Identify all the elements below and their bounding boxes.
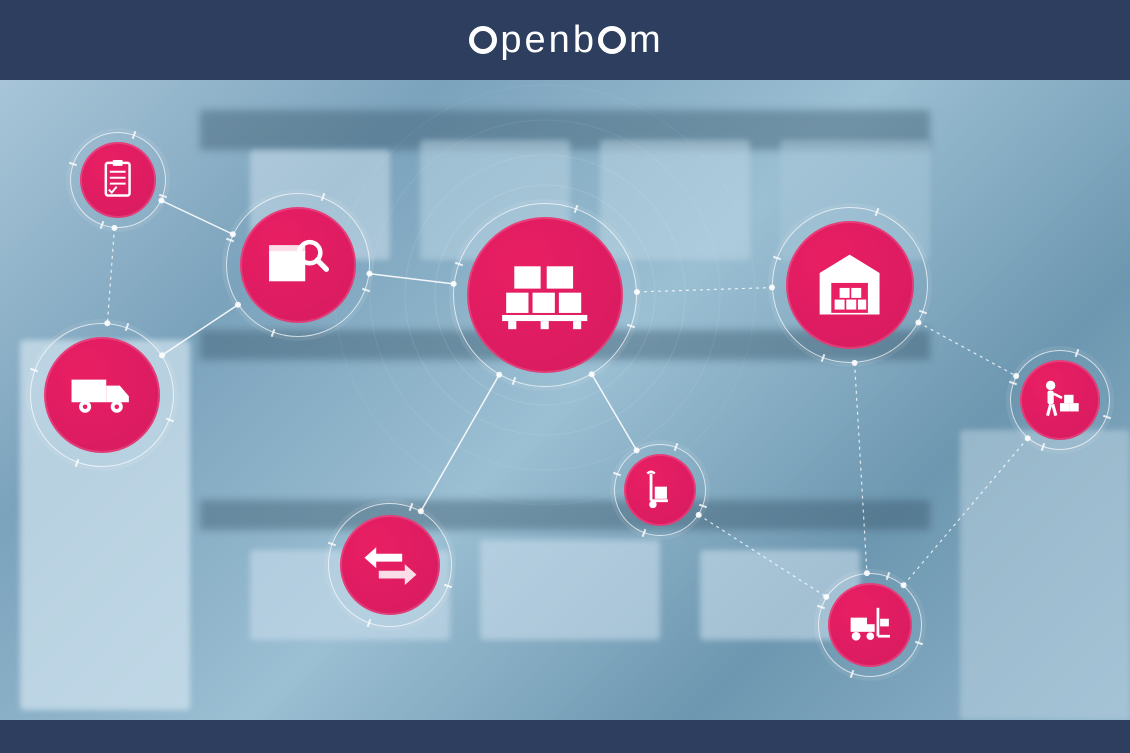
logo-text-m: m bbox=[629, 19, 662, 62]
logo-o2-icon bbox=[598, 26, 626, 54]
logo-text-p: p bbox=[500, 19, 522, 62]
footer-bar bbox=[0, 720, 1130, 753]
diagram-canvas bbox=[0, 80, 1130, 720]
network-lines bbox=[0, 80, 1130, 720]
header-bar: p e n b m bbox=[0, 0, 1130, 80]
brand-logo: p e n b m bbox=[468, 19, 661, 62]
logo-text-b: b bbox=[573, 19, 595, 62]
logo-text-n: n bbox=[549, 19, 571, 62]
logo-o1-icon bbox=[469, 26, 497, 54]
logo-text-e: e bbox=[525, 19, 547, 62]
